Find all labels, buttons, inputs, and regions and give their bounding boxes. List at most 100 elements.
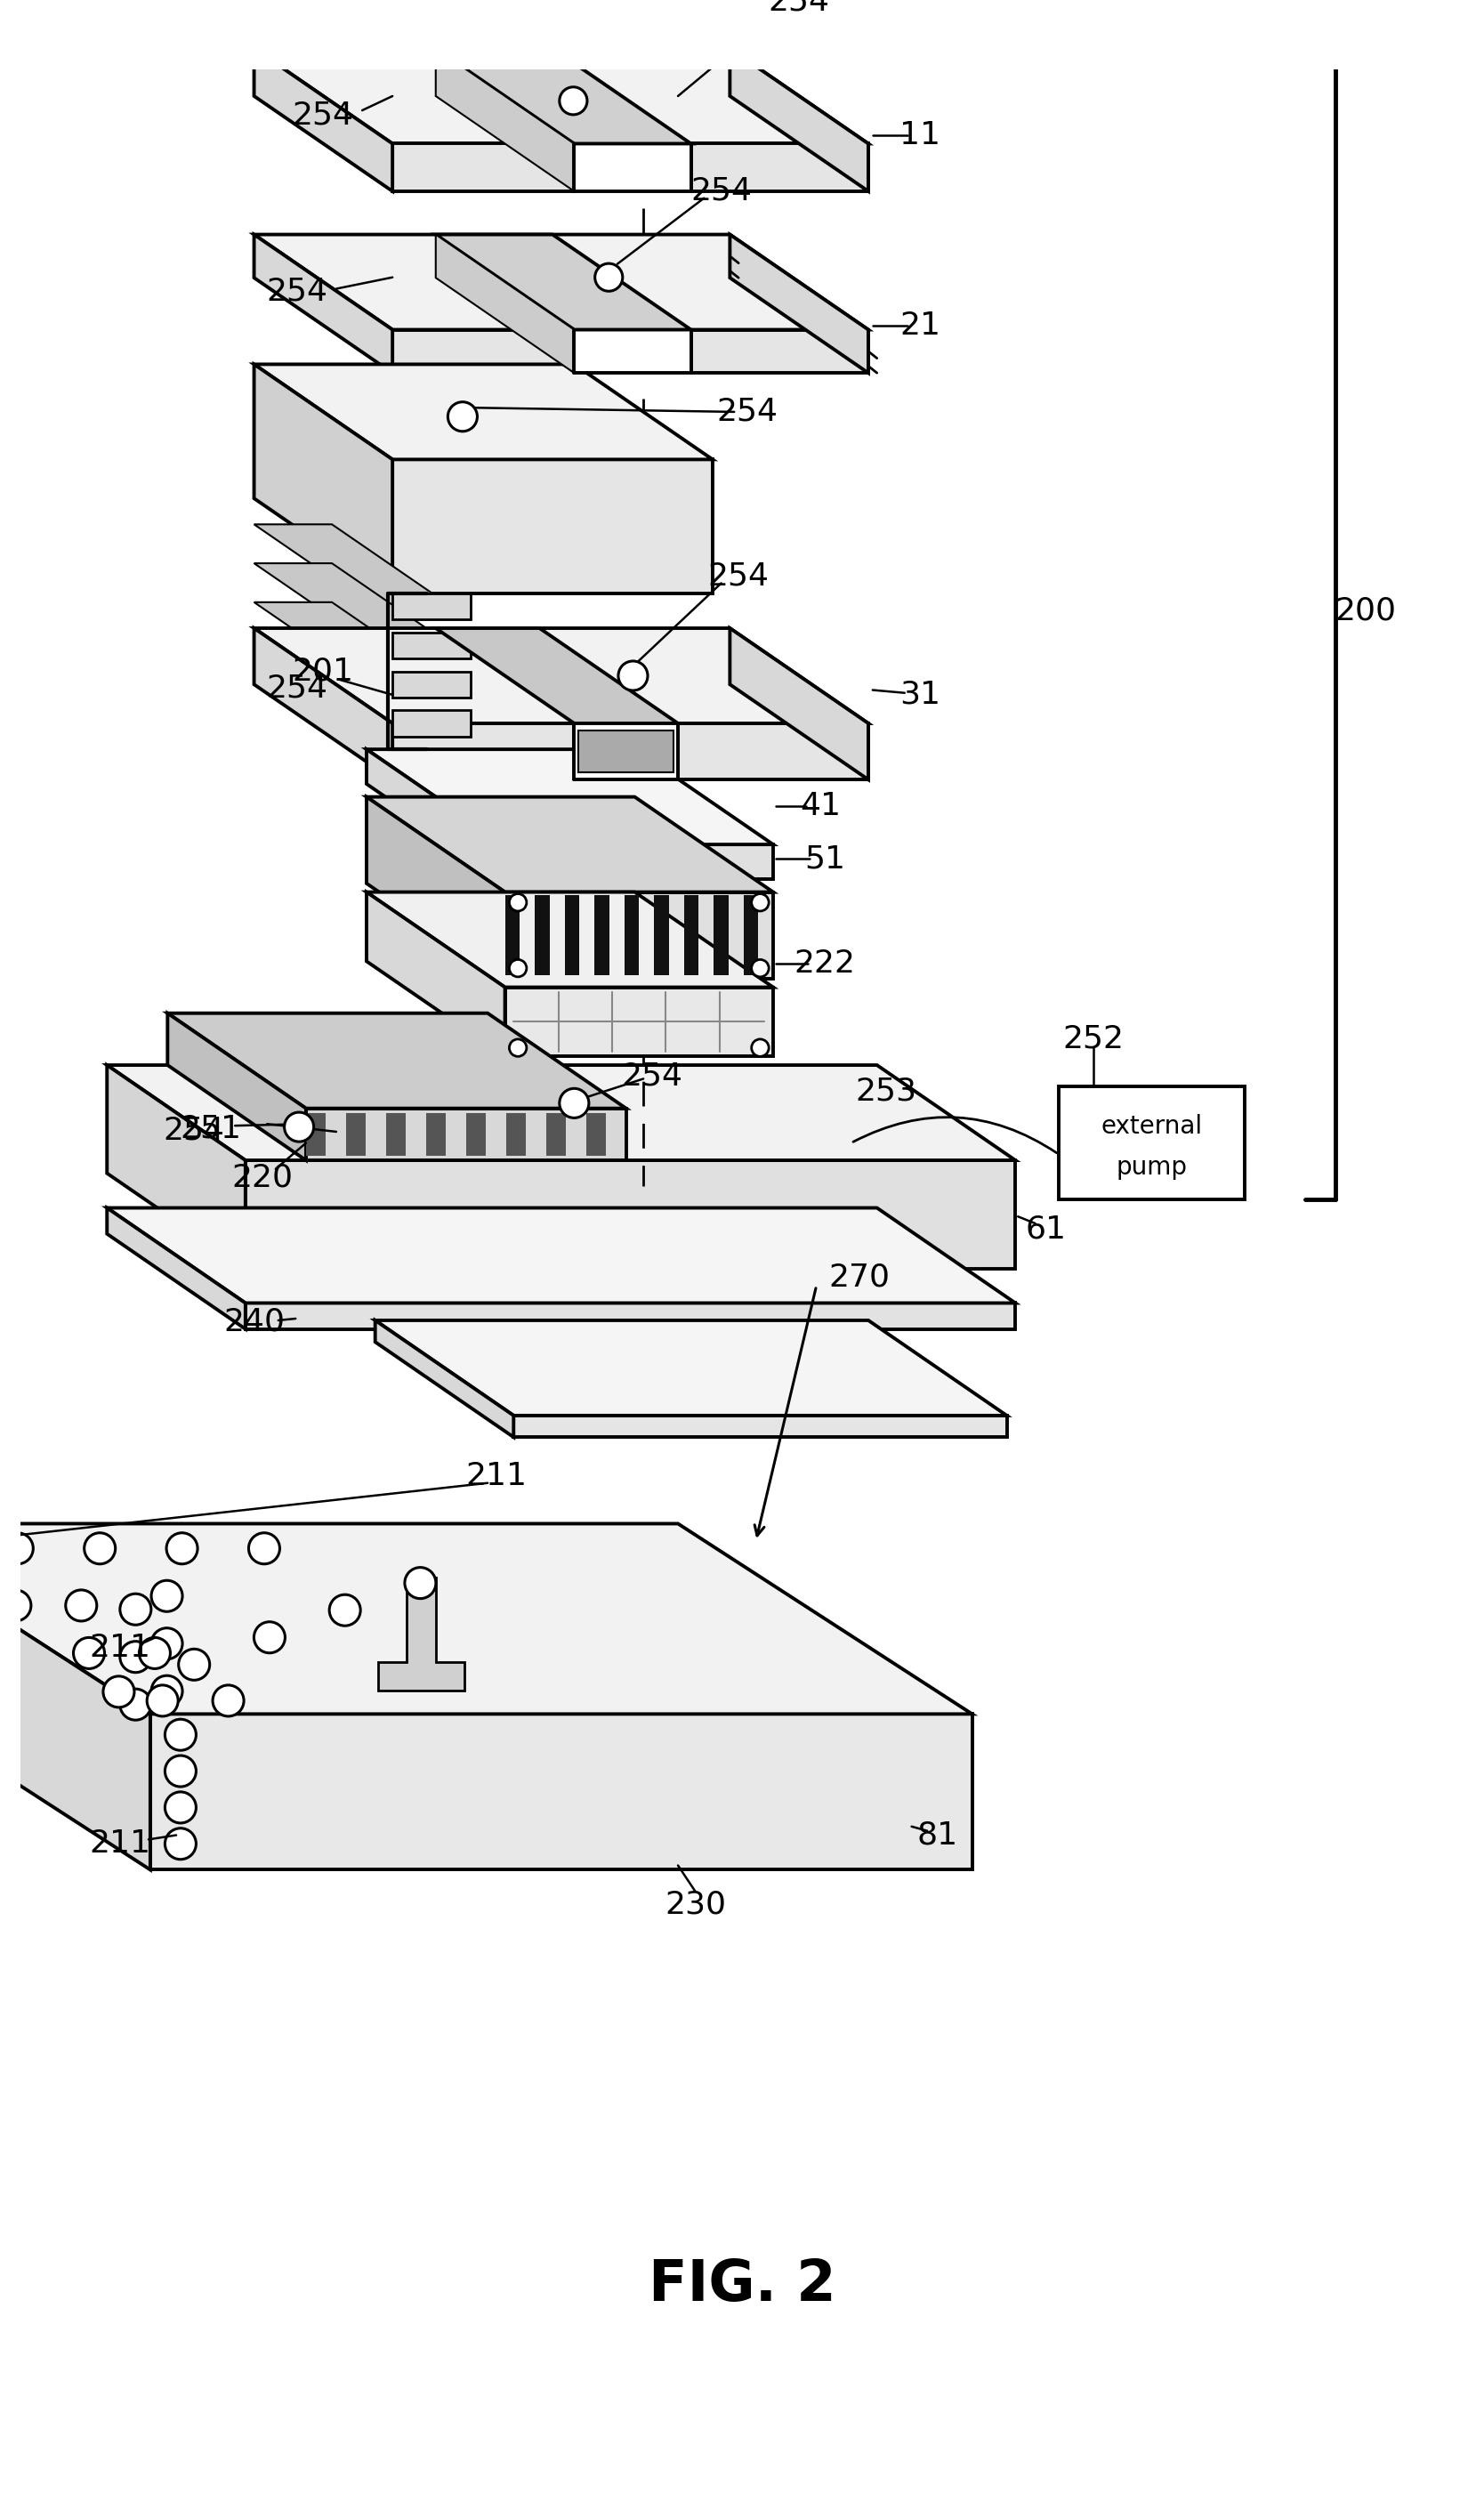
Polygon shape <box>150 1714 972 1870</box>
Text: 240: 240 <box>224 1308 285 1338</box>
Circle shape <box>509 894 527 911</box>
Text: 254: 254 <box>267 673 328 703</box>
Text: 253: 253 <box>855 1077 916 1107</box>
Text: 230: 230 <box>665 1890 726 1920</box>
Polygon shape <box>506 1112 525 1157</box>
Polygon shape <box>367 891 773 986</box>
Polygon shape <box>378 1579 464 1689</box>
Circle shape <box>249 1534 280 1564</box>
Text: 270: 270 <box>830 1263 890 1293</box>
Circle shape <box>509 1039 527 1057</box>
Polygon shape <box>168 1014 626 1109</box>
Text: 211: 211 <box>89 1632 151 1662</box>
Polygon shape <box>436 233 692 329</box>
Polygon shape <box>0 1524 972 1714</box>
Circle shape <box>559 1089 589 1117</box>
Polygon shape <box>375 1320 513 1438</box>
Polygon shape <box>586 1112 605 1157</box>
Circle shape <box>751 894 769 911</box>
Text: 252: 252 <box>1063 1024 1123 1054</box>
Circle shape <box>751 1039 769 1057</box>
Polygon shape <box>375 1320 1006 1416</box>
Polygon shape <box>254 48 392 191</box>
Polygon shape <box>574 329 692 374</box>
Circle shape <box>405 1566 436 1599</box>
Polygon shape <box>306 1109 626 1160</box>
Text: 21: 21 <box>899 311 941 341</box>
Polygon shape <box>436 48 574 191</box>
Text: 201: 201 <box>292 655 355 688</box>
Polygon shape <box>367 796 505 979</box>
Circle shape <box>178 1649 209 1679</box>
Polygon shape <box>743 896 758 974</box>
Polygon shape <box>505 896 519 974</box>
Text: 41: 41 <box>800 791 841 821</box>
Text: 254: 254 <box>708 562 769 592</box>
Polygon shape <box>392 710 470 735</box>
Circle shape <box>619 660 647 690</box>
Polygon shape <box>392 633 470 658</box>
Text: pump: pump <box>1116 1155 1187 1180</box>
Polygon shape <box>579 730 674 773</box>
Polygon shape <box>0 1524 150 1870</box>
Text: 222: 222 <box>794 949 856 979</box>
Polygon shape <box>730 628 868 781</box>
Text: 61: 61 <box>1025 1215 1066 1245</box>
Text: 81: 81 <box>917 1820 959 1850</box>
Polygon shape <box>392 329 574 374</box>
FancyBboxPatch shape <box>1058 1087 1245 1200</box>
Circle shape <box>254 1621 285 1654</box>
Circle shape <box>595 264 623 291</box>
Polygon shape <box>513 1416 1006 1438</box>
Polygon shape <box>625 896 640 974</box>
Text: 211: 211 <box>89 1830 151 1860</box>
Polygon shape <box>254 233 392 374</box>
Polygon shape <box>254 602 470 698</box>
Polygon shape <box>254 628 868 723</box>
Polygon shape <box>466 1112 487 1157</box>
Polygon shape <box>564 896 579 974</box>
Text: 11: 11 <box>899 120 941 151</box>
Polygon shape <box>654 896 669 974</box>
Polygon shape <box>574 723 678 781</box>
Polygon shape <box>684 896 699 974</box>
Circle shape <box>448 402 478 432</box>
Polygon shape <box>436 48 692 143</box>
Polygon shape <box>534 896 549 974</box>
Text: 31: 31 <box>899 680 941 710</box>
Circle shape <box>166 1534 197 1564</box>
Circle shape <box>165 1827 196 1860</box>
Circle shape <box>285 1112 313 1142</box>
Polygon shape <box>254 364 712 459</box>
Circle shape <box>120 1689 151 1719</box>
Circle shape <box>1 1534 33 1564</box>
Text: 220: 220 <box>232 1162 294 1192</box>
Circle shape <box>120 1642 151 1672</box>
Circle shape <box>751 959 769 976</box>
Polygon shape <box>692 143 868 191</box>
Polygon shape <box>714 896 729 974</box>
Circle shape <box>151 1677 183 1707</box>
Polygon shape <box>107 1207 245 1328</box>
Polygon shape <box>245 1160 1015 1268</box>
Polygon shape <box>367 750 773 843</box>
Polygon shape <box>254 364 392 592</box>
Text: FIG. 2: FIG. 2 <box>649 2256 835 2312</box>
Circle shape <box>151 1629 183 1659</box>
Polygon shape <box>505 891 773 979</box>
Polygon shape <box>678 723 868 781</box>
Polygon shape <box>730 233 868 374</box>
Circle shape <box>329 1594 361 1626</box>
Circle shape <box>147 1684 178 1717</box>
Text: 51: 51 <box>804 843 846 873</box>
Polygon shape <box>107 1064 245 1268</box>
Text: 211: 211 <box>466 1461 527 1491</box>
Circle shape <box>120 1594 151 1624</box>
Text: 254: 254 <box>267 276 328 306</box>
Polygon shape <box>386 1112 407 1157</box>
Polygon shape <box>254 628 392 781</box>
Polygon shape <box>107 1207 1015 1303</box>
Text: 200: 200 <box>1336 595 1396 625</box>
Polygon shape <box>392 592 470 620</box>
Polygon shape <box>505 986 773 1057</box>
